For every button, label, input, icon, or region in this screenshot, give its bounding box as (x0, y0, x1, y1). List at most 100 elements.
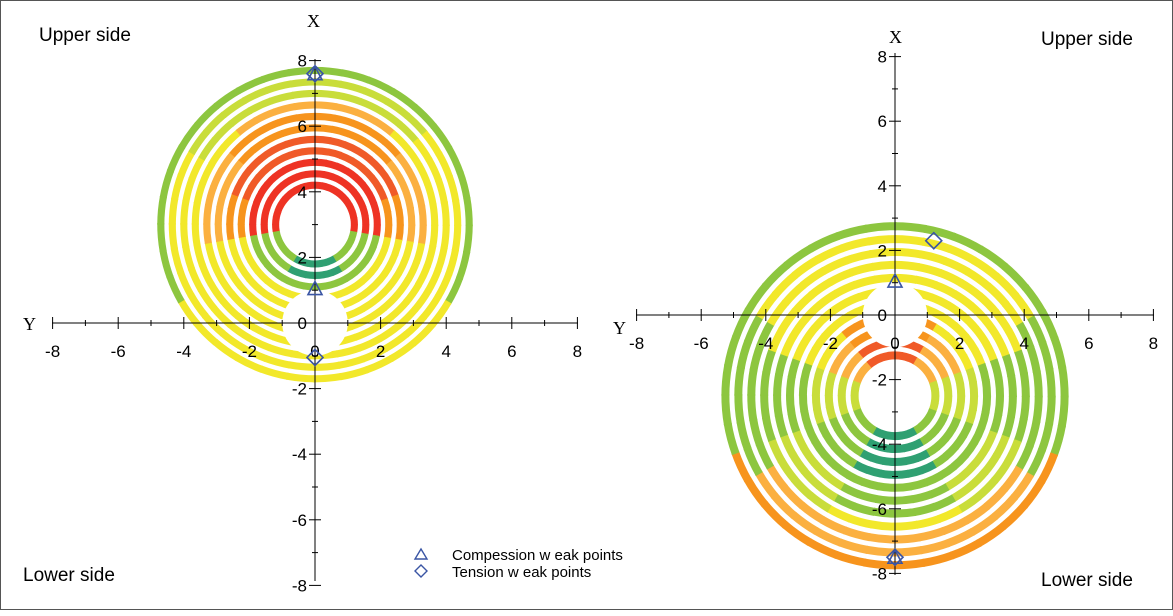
right-ring-segment (970, 425, 986, 445)
left-ring-segment (429, 224, 439, 248)
left-ring-segment (180, 199, 190, 225)
right-ring-segment (832, 462, 852, 479)
left-ring-segment (260, 214, 269, 225)
left-ring-segment (456, 170, 471, 201)
right-ring-segment (967, 468, 989, 490)
right-ring-segment (901, 352, 911, 362)
right-ring-segment (929, 380, 939, 390)
right-ring-segment (923, 224, 957, 241)
left-ring-segment (343, 269, 358, 282)
right-ring-segment (845, 419, 858, 433)
right-ring-segment (915, 514, 942, 529)
left-ring-segment (434, 246, 448, 273)
left-ring-segment (242, 304, 263, 322)
right-ring-segment (919, 460, 937, 475)
left-ring-segment (267, 344, 293, 358)
left-ring-segment (463, 197, 473, 227)
right-ring-segment (919, 433, 932, 446)
right-ring-segment (820, 451, 839, 470)
legend-compression-triangle-icon (413, 547, 429, 560)
left-ring-segment (350, 248, 363, 260)
left-ring-segment (263, 354, 291, 369)
right-ring-segment (972, 325, 990, 347)
right-ring-segment (734, 394, 745, 424)
right-ring-segment (968, 302, 990, 324)
right-ring-segment (921, 551, 955, 567)
right-ring-segment (1006, 395, 1017, 419)
left-ring-segment (405, 168, 421, 190)
right-ring-segment (962, 334, 979, 353)
left-ring-segment (238, 197, 250, 213)
left-ring-segment (337, 355, 366, 369)
left-ring-segment (368, 174, 383, 191)
left-ring-segment (331, 173, 343, 184)
right-ring-segment (816, 289, 840, 309)
left-ring-segment (463, 224, 473, 254)
right-ring-segment (1049, 424, 1066, 457)
right-ring-segment (915, 449, 931, 462)
right-ring-segment (814, 244, 845, 264)
right-ring-segment (989, 413, 1003, 435)
right-ring-segment (864, 222, 897, 233)
left-ring-segment (382, 138, 402, 159)
left-ring-segment (349, 278, 365, 292)
left-ring-segment (320, 258, 330, 267)
right-compression-weak-point-marker (886, 272, 904, 288)
right-ring-segment (894, 351, 904, 361)
right-ring-segment (961, 439, 979, 459)
left-ring-segment (272, 102, 297, 116)
left-ring-segment (342, 141, 361, 155)
left-ring-segment (366, 304, 387, 322)
left-ring-segment (434, 272, 453, 300)
left-ring-segment (182, 177, 196, 203)
left-ring-segment (272, 230, 282, 240)
left-ring-segment (375, 185, 388, 202)
left-ring-segment (344, 254, 357, 267)
left-ring-segment (369, 234, 380, 248)
right-ring-segment (804, 424, 819, 444)
right-ring-segment (914, 275, 938, 290)
right-ring-segment (932, 358, 945, 372)
left-y-tick-label: 4 (441, 342, 450, 361)
right-ring-segment (773, 373, 784, 396)
left-ring-segment (282, 162, 296, 174)
right-ring-segment (808, 278, 833, 299)
right-ring-segment (941, 404, 952, 416)
left-ring-segment (249, 234, 260, 248)
left-ring-segment (405, 260, 421, 282)
left-ring-segment (324, 279, 338, 290)
right-ring-segment (866, 341, 879, 354)
left-ring-segment (402, 240, 414, 260)
right-ring-segment (800, 361, 813, 381)
right-ring-segment (887, 351, 896, 360)
right-ring-segment (768, 327, 786, 353)
right-ring-segment (736, 420, 752, 451)
left-ring-segment (288, 361, 316, 371)
right-ring-segment (826, 504, 852, 523)
left-ring-segment (217, 275, 235, 297)
right-ring-segment (879, 351, 890, 362)
left-ring-segment (370, 202, 381, 216)
right-ring-segment (931, 453, 949, 469)
left-ring-segment (345, 236, 356, 247)
right-ring-segment (917, 527, 946, 542)
right-ring-segment (938, 269, 964, 287)
right-ring-segment (945, 301, 966, 320)
left-ring-segment (403, 145, 423, 168)
right-ring-segment (900, 429, 911, 440)
right-ring-segment (907, 427, 918, 438)
right-ring-segment (911, 341, 925, 354)
left-ring-segment (287, 265, 299, 276)
left-ring-segment (249, 223, 258, 237)
left-ring-segment (335, 344, 362, 358)
left-ring-segment (451, 224, 462, 252)
right-ring-segment (922, 413, 934, 425)
right-ring-segment (942, 426, 956, 442)
left-y-tick-label: -6 (111, 342, 126, 361)
left-ring-segment (385, 180, 399, 198)
left-ring-segment (307, 259, 316, 268)
left-ring-segment (198, 263, 215, 287)
right-ring-segment (824, 472, 845, 491)
right-ring-segment (853, 373, 864, 384)
left-ring-segment (272, 209, 282, 219)
